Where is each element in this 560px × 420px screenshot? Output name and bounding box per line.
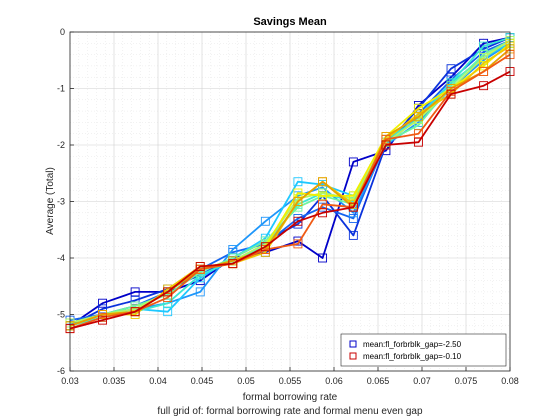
series-12-point — [195, 262, 205, 271]
y-tick-label: -1 — [57, 84, 65, 94]
series-11-point — [318, 199, 328, 209]
series-3-point — [260, 216, 270, 226]
series-12-point — [130, 307, 140, 317]
series-1-point — [98, 304, 108, 314]
legend-label-0: mean:fl_forbrblk_gap=-2.50 — [363, 340, 462, 349]
y-tick-label: -5 — [57, 310, 65, 320]
series-8-point — [318, 191, 328, 201]
x-tick-label: 0.065 — [367, 376, 390, 386]
x-tick-label: 0.075 — [455, 376, 478, 386]
series-6-point — [414, 120, 423, 130]
y-axis: -6 -5 -4 -3 -2 -1 0 — [57, 27, 74, 376]
y-axis-label: Average (Total) — [45, 167, 56, 235]
series-line-0 — [69, 36, 511, 327]
series-12-point — [228, 259, 238, 269]
x-axis-label: formal borrowing rate — [243, 392, 338, 403]
series-11-point — [414, 129, 423, 139]
series-4-point — [293, 177, 303, 187]
legend-marker-1 — [349, 352, 357, 360]
series-12-point — [293, 216, 303, 226]
series-12-point — [381, 140, 391, 150]
y-tick-label: -4 — [57, 253, 65, 263]
x-tick-label: 0.045 — [191, 376, 214, 386]
series-12-point — [260, 242, 270, 252]
legend-label-1: mean:fl_forbrblk_gap=-0.10 — [363, 352, 462, 361]
series-3-point — [195, 287, 205, 297]
series-7-point — [479, 52, 489, 62]
x-tick-label: 0.06 — [325, 376, 343, 386]
series-5-point — [479, 41, 489, 51]
series-10-point — [293, 197, 303, 206]
x-tick-label: 0.03 — [61, 376, 79, 386]
series-12-point — [348, 202, 358, 212]
footer-caption: full grid of: formal borrowing rate and … — [157, 406, 423, 417]
series-10-point — [414, 112, 423, 122]
y-tick-label: -2 — [57, 140, 65, 150]
x-tick-label: 0.055 — [279, 376, 302, 386]
series-1-point — [348, 230, 358, 240]
series-2-point — [348, 213, 358, 223]
series-5-point — [163, 298, 173, 308]
series-12 — [65, 67, 515, 334]
series-11-point — [479, 67, 489, 77]
x-tick-label: 0.035 — [103, 376, 126, 386]
series-12-point — [163, 287, 173, 297]
series-12-point — [318, 208, 328, 218]
y-tick-label: -3 — [57, 197, 65, 207]
series-0-point — [130, 287, 140, 297]
series-8-point — [293, 188, 303, 198]
series-1-point — [446, 64, 456, 74]
series-line-11 — [69, 53, 511, 330]
series-4-point — [163, 307, 173, 317]
series-0-point — [98, 298, 108, 308]
x-tick-label: 0.05 — [237, 376, 255, 386]
x-tick-label: 0.04 — [149, 376, 167, 386]
series-line-12 — [69, 70, 511, 330]
series-12-point — [414, 137, 423, 147]
series-1-point — [130, 295, 140, 305]
series-10-point — [318, 177, 328, 187]
series-0-point — [348, 157, 358, 167]
series-9-point — [479, 58, 489, 68]
x-tick-label: 0.07 — [413, 376, 431, 386]
series-11-point — [381, 134, 391, 144]
legend-marker-0 — [349, 340, 357, 348]
series-11-point — [293, 239, 303, 249]
legend-box — [340, 333, 507, 367]
chart-title: Savings Mean — [253, 16, 327, 28]
series-3-point — [348, 208, 358, 218]
legend: mean:fl_forbrblk_gap=-2.50 mean:fl_forbr… — [340, 333, 507, 367]
series-line-1 — [69, 36, 511, 327]
series-layer — [65, 33, 515, 334]
x-tick-label: 0.08 — [501, 376, 519, 386]
series-0-point — [318, 253, 328, 263]
y-tick-label: -6 — [57, 366, 65, 376]
x-axis: 0.03 0.035 0.04 0.045 0.05 0.055 0.06 0.065 0.07… — [61, 367, 519, 386]
series-8-point — [414, 103, 423, 113]
series-12-point — [98, 315, 108, 325]
series-12-point — [479, 81, 489, 91]
series-3-point — [228, 245, 238, 254]
series-12-point — [446, 89, 456, 99]
y-tick-label: 0 — [60, 27, 65, 37]
series-11-point — [163, 293, 173, 302]
